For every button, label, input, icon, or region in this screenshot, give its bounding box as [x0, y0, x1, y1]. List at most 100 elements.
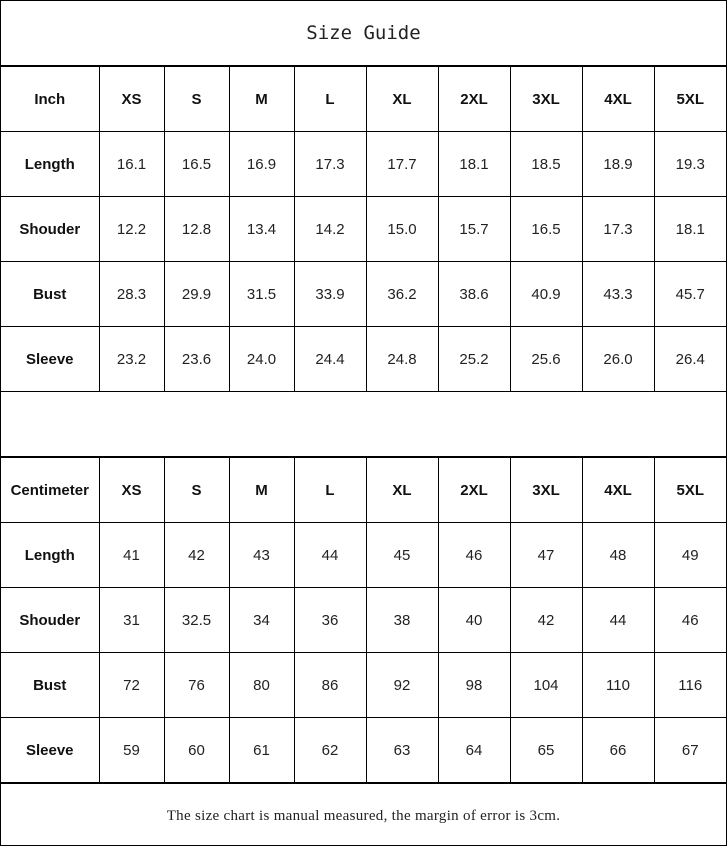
- measurement-cell: 116: [653, 652, 726, 718]
- measurement-cell: 42: [163, 522, 230, 588]
- measurement-cell: 62: [293, 717, 367, 783]
- measurement-cell: 44: [293, 522, 367, 588]
- spacer-row: [1, 392, 726, 457]
- measurement-cell: 16.1: [98, 131, 165, 197]
- measurement-cell: 24.8: [365, 326, 439, 392]
- measurement-cell: 26.4: [653, 326, 726, 392]
- size-header: XL: [365, 457, 439, 523]
- size-header: 5XL: [653, 457, 726, 523]
- table-row: Length 41 42 43 44 45 46 47 48 49: [1, 522, 726, 588]
- measurement-cell: 18.1: [653, 196, 726, 262]
- measurement-cell: 42: [509, 587, 583, 653]
- centimeter-size-table: Centimeter XS S M L XL 2XL 3XL 4XL 5XL Length 41 42 4…: [1, 457, 726, 783]
- measurement-cell: 38: [365, 587, 439, 653]
- size-header: L: [293, 457, 367, 523]
- measurement-cell: 67: [653, 717, 726, 783]
- measurement-cell: 80: [228, 652, 295, 718]
- measurement-cell: 14.2: [293, 196, 367, 262]
- table-row: Bust 28.3 29.9 31.5 33.9 36.2 38.6 40.9 43.3 45.7: [1, 261, 726, 327]
- measurement-cell: 19.3: [653, 131, 726, 197]
- measurement-cell: 23.6: [163, 326, 230, 392]
- table-row: Length 16.1 16.5 16.9 17.3 17.7 18.1 18.5 18.9 19…: [1, 131, 726, 197]
- measurement-cell: 17.3: [581, 196, 655, 262]
- measurement-cell: 16.5: [163, 131, 230, 197]
- measurement-cell: 34: [228, 587, 295, 653]
- measurement-cell: 23.2: [98, 326, 165, 392]
- size-header: 4XL: [581, 457, 655, 523]
- measurement-cell: 66: [581, 717, 655, 783]
- measurement-cell: 29.9: [163, 261, 230, 327]
- measurement-cell: 16.9: [228, 131, 295, 197]
- row-label: Sleeve: [1, 717, 100, 783]
- measurement-cell: 45.7: [653, 261, 726, 327]
- measurement-cell: 40.9: [509, 261, 583, 327]
- row-label: Bust: [1, 261, 100, 327]
- measurement-cell: 26.0: [581, 326, 655, 392]
- row-label: Shouder: [1, 196, 100, 262]
- row-label: Shouder: [1, 587, 100, 653]
- measurement-cell: 61: [228, 717, 295, 783]
- size-header: M: [228, 457, 295, 523]
- measurement-cell: 110: [581, 652, 655, 718]
- header-row: Centimeter XS S M L XL 2XL 3XL 4XL 5XL: [1, 457, 726, 523]
- size-header: M: [228, 66, 295, 132]
- footnote: The size chart is manual measured, the m…: [1, 783, 726, 848]
- measurement-cell: 46: [437, 522, 511, 588]
- measurement-cell: 12.8: [163, 196, 230, 262]
- measurement-cell: 65: [509, 717, 583, 783]
- size-header: 2XL: [437, 457, 511, 523]
- size-header: XL: [365, 66, 439, 132]
- row-label: Sleeve: [1, 326, 100, 392]
- measurement-cell: 44: [581, 587, 655, 653]
- measurement-cell: 38.6: [437, 261, 511, 327]
- size-header: XS: [98, 457, 165, 523]
- measurement-cell: 36: [293, 587, 367, 653]
- measurement-cell: 72: [98, 652, 165, 718]
- measurement-cell: 24.0: [228, 326, 295, 392]
- measurement-cell: 15.7: [437, 196, 511, 262]
- unit-header: Inch: [1, 66, 100, 132]
- row-label: Length: [1, 522, 100, 588]
- measurement-cell: 13.4: [228, 196, 295, 262]
- measurement-cell: 59: [98, 717, 165, 783]
- table-row: Shouder 31 32.5 34 36 38 40 42 44 46: [1, 587, 726, 653]
- measurement-cell: 25.2: [437, 326, 511, 392]
- measurement-cell: 17.7: [365, 131, 439, 197]
- measurement-cell: 16.5: [509, 196, 583, 262]
- measurement-cell: 33.9: [293, 261, 367, 327]
- size-header: XS: [98, 66, 165, 132]
- size-header: S: [163, 457, 230, 523]
- measurement-cell: 24.4: [293, 326, 367, 392]
- measurement-cell: 76: [163, 652, 230, 718]
- measurement-cell: 98: [437, 652, 511, 718]
- measurement-cell: 46: [653, 587, 726, 653]
- size-header: L: [293, 66, 367, 132]
- size-header: 3XL: [509, 66, 583, 132]
- measurement-cell: 18.1: [437, 131, 511, 197]
- unit-header: Centimeter: [1, 457, 100, 523]
- size-header: 3XL: [509, 457, 583, 523]
- measurement-cell: 18.9: [581, 131, 655, 197]
- measurement-cell: 36.2: [365, 261, 439, 327]
- measurement-cell: 17.3: [293, 131, 367, 197]
- centimeter-table-container: Centimeter XS S M L XL 2XL 3XL 4XL 5XL Length 41 42 4…: [1, 457, 726, 783]
- measurement-cell: 18.5: [509, 131, 583, 197]
- measurement-cell: 48: [581, 522, 655, 588]
- measurement-cell: 32.5: [163, 587, 230, 653]
- measurement-cell: 41: [98, 522, 165, 588]
- measurement-cell: 15.0: [365, 196, 439, 262]
- measurement-cell: 25.6: [509, 326, 583, 392]
- measurement-cell: 64: [437, 717, 511, 783]
- row-label: Length: [1, 131, 100, 197]
- table-row: Sleeve 23.2 23.6 24.0 24.4 24.8 25.2 25.6 26.0 26…: [1, 326, 726, 392]
- header-row: Inch XS S M L XL 2XL 3XL 4XL 5XL: [1, 66, 726, 132]
- size-header: S: [163, 66, 230, 132]
- size-header: 4XL: [581, 66, 655, 132]
- measurement-cell: 92: [365, 652, 439, 718]
- measurement-cell: 49: [653, 522, 726, 588]
- measurement-cell: 12.2: [98, 196, 165, 262]
- measurement-cell: 31.5: [228, 261, 295, 327]
- size-header: 5XL: [653, 66, 726, 132]
- measurement-cell: 63: [365, 717, 439, 783]
- measurement-cell: 28.3: [98, 261, 165, 327]
